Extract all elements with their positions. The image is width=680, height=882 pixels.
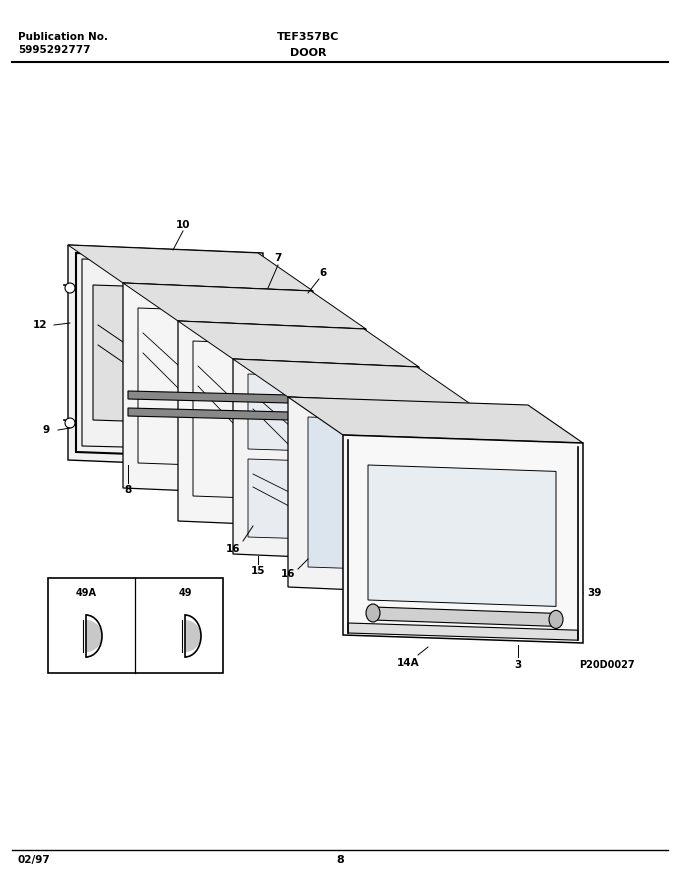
Text: 9: 9	[42, 425, 50, 435]
Polygon shape	[308, 417, 450, 572]
Ellipse shape	[366, 604, 380, 622]
Polygon shape	[93, 285, 238, 425]
Polygon shape	[123, 283, 313, 496]
Text: 14: 14	[445, 439, 460, 449]
Polygon shape	[233, 359, 419, 562]
Polygon shape	[68, 245, 263, 468]
Text: 4: 4	[494, 460, 502, 470]
Polygon shape	[338, 421, 463, 435]
Polygon shape	[348, 623, 578, 640]
Polygon shape	[368, 465, 556, 607]
Polygon shape	[178, 321, 366, 529]
Text: 3: 3	[514, 660, 522, 670]
Polygon shape	[238, 499, 278, 519]
Wedge shape	[86, 620, 102, 652]
Text: 16: 16	[281, 569, 295, 579]
Text: 8: 8	[336, 855, 344, 865]
Text: 15: 15	[371, 408, 386, 418]
Text: 15: 15	[251, 566, 265, 576]
Text: 6: 6	[320, 268, 326, 278]
Polygon shape	[178, 321, 419, 367]
Wedge shape	[185, 620, 201, 652]
Text: 39: 39	[588, 588, 602, 598]
Polygon shape	[128, 408, 418, 423]
Circle shape	[65, 418, 75, 428]
Polygon shape	[343, 435, 583, 643]
Polygon shape	[248, 374, 403, 454]
Ellipse shape	[549, 610, 563, 628]
Polygon shape	[288, 397, 583, 443]
Text: 10: 10	[175, 220, 190, 230]
Polygon shape	[68, 245, 313, 291]
Text: 8: 8	[124, 485, 132, 495]
Text: 7: 7	[274, 253, 282, 263]
Polygon shape	[233, 359, 472, 405]
Text: Publication No.: Publication No.	[18, 32, 108, 42]
Polygon shape	[123, 283, 366, 329]
Text: 14A: 14A	[457, 419, 479, 429]
Text: TEF357BC: TEF357BC	[277, 32, 339, 42]
Text: 5: 5	[429, 459, 437, 469]
Text: DOOR: DOOR	[290, 48, 326, 58]
Polygon shape	[128, 391, 418, 407]
Text: 16: 16	[226, 544, 240, 554]
Text: 52: 52	[491, 437, 505, 447]
Circle shape	[65, 283, 75, 293]
Bar	[48, 578, 223, 673]
Polygon shape	[288, 397, 472, 595]
Text: P20D0027: P20D0027	[579, 660, 635, 670]
Text: 49: 49	[178, 588, 192, 598]
Text: 49A: 49A	[75, 588, 97, 598]
Text: 02/97: 02/97	[18, 855, 51, 865]
Text: 5995292777: 5995292777	[18, 45, 90, 55]
Polygon shape	[373, 607, 556, 626]
Text: 14A: 14A	[396, 658, 420, 668]
Polygon shape	[248, 459, 403, 542]
Text: 12: 12	[33, 320, 47, 330]
